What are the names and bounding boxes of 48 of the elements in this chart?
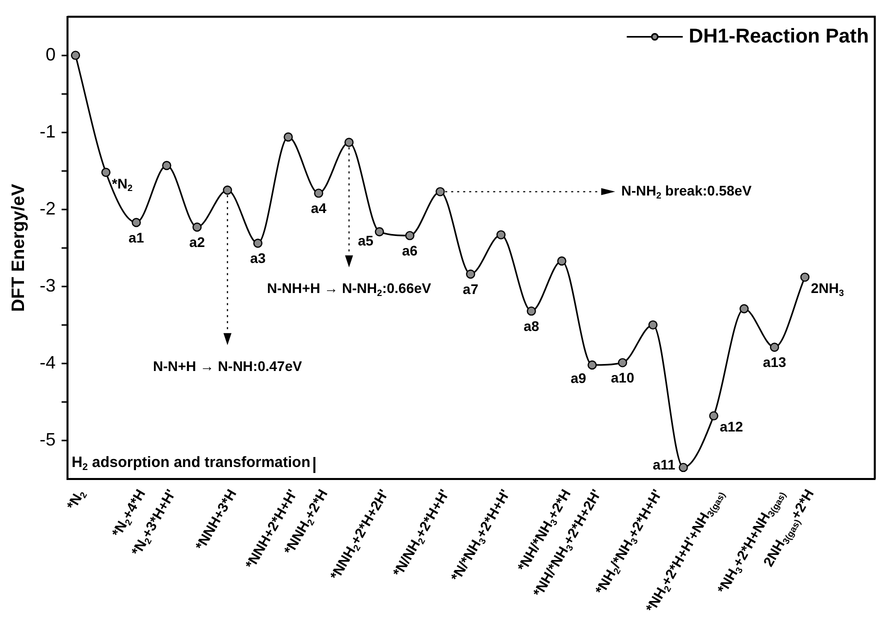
point	[101, 168, 110, 178]
point	[800, 272, 810, 282]
annotation: a13	[762, 354, 786, 370]
annotation: a8	[524, 318, 540, 334]
annotation: N-N+H → N-NH:0.47eV	[152, 358, 303, 374]
y-tick-label: -2	[40, 198, 56, 218]
y-tick-label: -4	[40, 352, 56, 372]
x-tick-label: *N2	[63, 490, 90, 512]
point	[284, 132, 293, 142]
point	[405, 230, 414, 240]
point	[770, 342, 780, 352]
point	[709, 411, 718, 420]
point	[132, 218, 141, 228]
y-tick-label: 0	[46, 44, 56, 64]
annotation: a6	[402, 242, 418, 258]
y-tick-label: -3	[40, 275, 56, 296]
point	[648, 320, 658, 330]
annotation: a4	[310, 200, 327, 216]
annotation: a11	[652, 456, 676, 472]
point	[466, 269, 476, 279]
point	[496, 230, 506, 240]
point	[374, 227, 384, 236]
point	[678, 462, 688, 472]
annotation: a2	[189, 234, 206, 250]
annotation: a9	[570, 370, 586, 386]
annotation: a5	[358, 232, 374, 249]
point	[618, 358, 628, 368]
y-tick-label: -5	[40, 429, 56, 450]
y-tick-label: -1	[40, 121, 56, 142]
point	[740, 304, 749, 314]
annotation: a10	[610, 370, 634, 386]
point	[436, 187, 445, 196]
annotation: a7	[462, 280, 479, 297]
point	[526, 306, 536, 316]
point	[70, 50, 80, 60]
point	[192, 222, 202, 232]
point	[253, 238, 262, 248]
point	[557, 256, 566, 266]
y-axis-title: DFT Energy/eV	[8, 184, 28, 312]
point	[314, 188, 324, 198]
legend-label: DH1-Reaction Path	[688, 25, 869, 48]
annotation: a3	[250, 250, 266, 266]
point	[588, 360, 597, 370]
annotation: a1	[128, 229, 144, 246]
annotation: a12	[720, 418, 744, 435]
point	[222, 186, 232, 195]
point	[344, 138, 354, 147]
point	[162, 160, 172, 170]
